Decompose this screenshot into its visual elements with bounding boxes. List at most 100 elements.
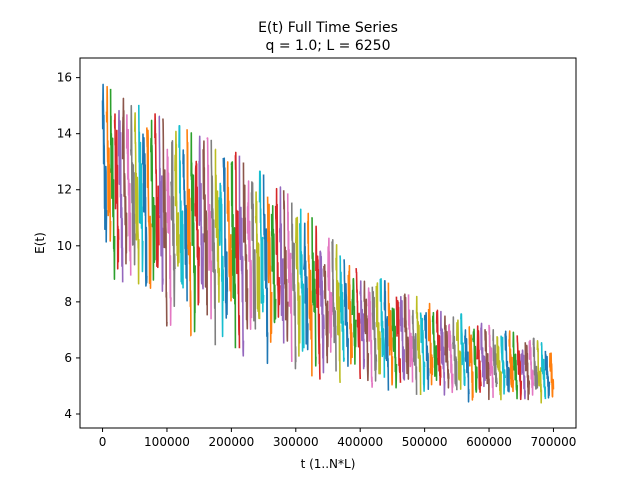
y-tick-label: 12	[57, 183, 72, 197]
series-segment	[355, 268, 362, 380]
series-segment	[129, 104, 136, 266]
series-segment	[456, 319, 462, 390]
series-segment	[274, 187, 281, 318]
y-tick-label: 4	[64, 407, 72, 421]
series-segment	[472, 328, 478, 393]
series-segment	[294, 216, 301, 357]
series-segment	[504, 330, 510, 393]
series-segment	[480, 322, 486, 388]
series-segment	[178, 125, 184, 289]
series-segment	[117, 109, 124, 283]
series-segment	[170, 139, 176, 308]
series-segment	[254, 191, 261, 320]
series-segment	[367, 287, 374, 388]
x-tick-label: 200000	[208, 435, 254, 449]
series-segment	[250, 181, 257, 330]
series-segment	[278, 186, 285, 344]
series-segment	[343, 259, 349, 367]
x-axis-label: t (1..N*L)	[301, 457, 356, 471]
series-segment	[439, 310, 446, 396]
series-segment	[488, 324, 494, 398]
series-segment	[536, 339, 543, 404]
series-segment	[419, 312, 426, 392]
series-segment	[307, 212, 313, 377]
series-segment	[290, 202, 297, 370]
series-segment	[540, 341, 547, 400]
x-tick-label: 400000	[337, 435, 383, 449]
series-segment	[270, 205, 277, 324]
series-segment	[186, 129, 192, 337]
chart-subtitle: q = 1.0; L = 6250	[265, 38, 390, 54]
series-segment	[500, 335, 506, 395]
series-segment	[423, 312, 430, 391]
series-layer	[101, 83, 555, 404]
series-segment	[391, 307, 398, 389]
series-segment	[347, 264, 353, 365]
series-segment	[371, 286, 378, 382]
series-segment	[202, 140, 209, 316]
series-segment	[210, 139, 217, 346]
x-tick-label: 100000	[144, 435, 190, 449]
series-segment	[464, 329, 470, 403]
series-segment	[154, 113, 160, 269]
series-segment	[262, 174, 269, 365]
series-segment	[383, 279, 390, 391]
series-segment	[218, 182, 225, 338]
series-segment	[468, 325, 474, 401]
series-segment	[427, 302, 434, 386]
series-segment	[395, 296, 402, 383]
x-tick-label: 0	[99, 435, 107, 449]
chart-title: E(t) Full Time Series	[258, 20, 398, 36]
series-segment	[146, 127, 152, 289]
series-segment	[206, 137, 213, 320]
series-segment	[101, 83, 108, 243]
y-axis-label: E(t)	[33, 232, 47, 254]
series-segment	[415, 295, 422, 395]
series-segment	[133, 112, 140, 285]
series-segment	[238, 155, 245, 357]
series-segment	[323, 264, 329, 364]
series-segment	[403, 293, 410, 380]
series-segment	[443, 315, 450, 389]
series-segment	[379, 278, 386, 378]
series-segment	[496, 336, 502, 401]
series-segment	[226, 161, 233, 302]
series-segment	[460, 313, 466, 387]
series-segment	[121, 97, 128, 265]
series-segment	[246, 180, 253, 330]
series-segment	[544, 350, 551, 399]
series-segment	[303, 222, 309, 351]
series-segment	[476, 325, 482, 393]
series-segment	[311, 217, 317, 367]
y-tick-label: 14	[57, 127, 72, 141]
series-segment	[282, 190, 289, 342]
x-tick-label: 500000	[402, 435, 448, 449]
y-tick-label: 16	[57, 71, 72, 85]
x-axis: 0 100000 200000 300000 400000 500000 600000 700…	[99, 428, 576, 449]
series-segment	[484, 329, 490, 401]
series-segment	[190, 132, 196, 333]
series-segment	[447, 323, 454, 394]
series-segment	[109, 88, 116, 280]
series-segment	[327, 237, 333, 353]
series-segment	[335, 243, 341, 383]
series-segment	[359, 280, 366, 370]
series-segment	[105, 85, 112, 242]
series-segment	[125, 114, 132, 276]
series-segment	[222, 157, 229, 319]
y-tick-label: 8	[64, 295, 72, 309]
series-segment	[234, 151, 241, 349]
series-segment	[137, 104, 144, 273]
series-segment	[532, 337, 539, 390]
series-segment	[242, 162, 249, 330]
series-segment	[548, 352, 555, 398]
series-segment	[258, 170, 265, 313]
series-segment	[319, 250, 325, 374]
y-axis: 4 6 8 10 12 14 16	[57, 71, 80, 421]
series-segment	[162, 118, 168, 327]
series-segment	[492, 329, 498, 388]
series-segment	[299, 208, 305, 352]
series-segment	[331, 238, 337, 372]
series-segment	[174, 130, 180, 267]
